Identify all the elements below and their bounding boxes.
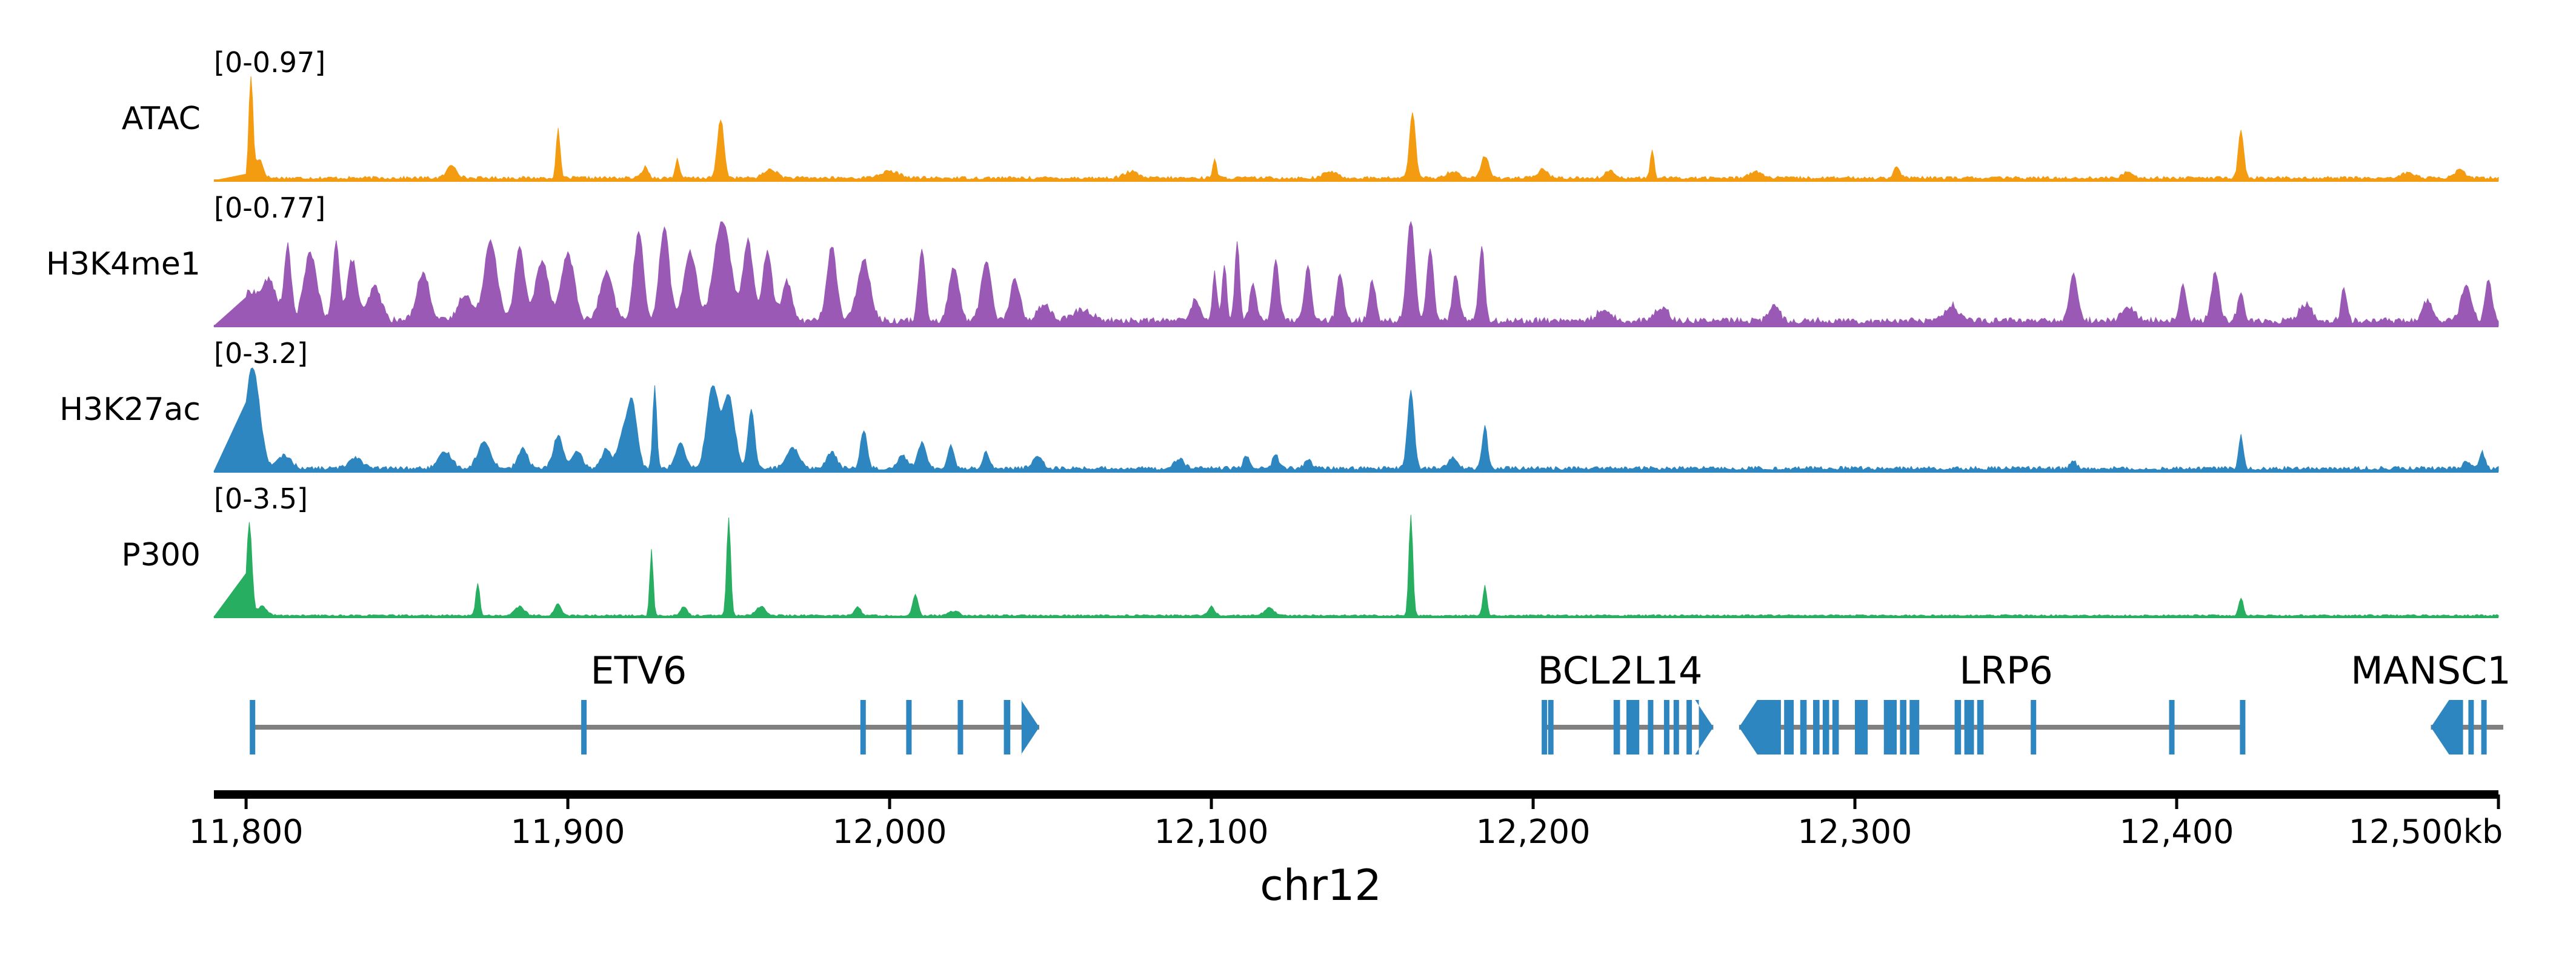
x-axis-label: chr12 — [1260, 861, 1382, 910]
signal-area-atac — [214, 76, 2498, 181]
x-tick-label: 12,500kb — [2349, 813, 2503, 851]
x-tick-label: 11,900 — [511, 813, 625, 851]
gene-bcl2l14[interactable]: BCL2L14 — [1537, 648, 1713, 754]
gene-exon — [1686, 700, 1692, 754]
x-tick-label: 12,200 — [1476, 813, 1591, 851]
track-h3k27ac: H3K27ac [0-3.2] — [59, 337, 2498, 471]
signal-area-h3k4me1 — [214, 222, 2498, 326]
gene-mansc1[interactable]: MANSC1 — [2351, 648, 2511, 754]
gene-exon — [581, 700, 587, 754]
gene-exon — [1855, 700, 1868, 754]
x-tick-label: 11,800 — [189, 813, 304, 851]
gene-exon — [250, 700, 255, 754]
gene-exon — [1626, 700, 1639, 754]
track-label: H3K27ac — [59, 391, 201, 428]
gene-exon — [1823, 700, 1829, 754]
signal-area-h3k27ac — [214, 368, 2498, 471]
gene-exon — [1832, 700, 1839, 754]
gene-exon — [1900, 700, 1906, 754]
gene-annotation-track: ETV6 BCL2L14 LRP6 MANSC1 — [250, 648, 2511, 754]
x-tick-label: 12,100 — [1154, 813, 1269, 851]
gene-exon — [1965, 700, 1974, 754]
x-tick-label: 12,000 — [833, 813, 947, 851]
gene-exon — [1813, 700, 1820, 754]
gene-exon — [1548, 700, 1554, 754]
gene-exon — [2481, 700, 2487, 754]
signal-tracks: ATAC [0-0.97] H3K4me1 [0-0.77] H3K27ac [0-3.2… — [46, 46, 2498, 617]
gene-exon — [1784, 700, 1794, 754]
gene-exon-arrow — [1021, 700, 1039, 754]
gene-exon — [2240, 700, 2245, 754]
gene-exon — [1977, 700, 1984, 754]
gene-exon-arrow — [1739, 700, 1781, 754]
gene-exon — [1884, 700, 1897, 754]
gene-exon — [1909, 700, 1919, 754]
signal-area-p300 — [214, 515, 2498, 618]
gene-exon — [1004, 700, 1011, 754]
gene-exon — [1800, 700, 1807, 754]
track-range-label: [0-0.77] — [214, 192, 325, 224]
gene-lrp6[interactable]: LRP6 — [1739, 648, 2246, 754]
track-label: P300 — [121, 537, 201, 573]
gene-label: BCL2L14 — [1537, 648, 1702, 693]
track-label: ATAC — [122, 101, 201, 137]
gene-exon — [1614, 700, 1620, 754]
x-tick-label: 12,300 — [1798, 813, 1912, 851]
gene-exon — [2031, 700, 2036, 754]
track-range-label: [0-0.97] — [214, 46, 325, 79]
gene-label: ETV6 — [590, 648, 687, 693]
track-atac: ATAC [0-0.97] — [122, 46, 2498, 181]
track-range-label: [0-3.2] — [214, 337, 308, 370]
x-tick-label: 12,400 — [2120, 813, 2234, 851]
gene-exon-arrow — [2431, 700, 2463, 754]
gene-exon — [1648, 700, 1653, 754]
track-range-label: [0-3.5] — [214, 482, 308, 515]
gene-exon — [2169, 700, 2175, 754]
gene-exon — [906, 700, 911, 754]
gene-exon — [1542, 700, 1547, 754]
x-axis-ticks: 11,800 11,900 12,000 12,100 12,200 12,300 12,4… — [189, 794, 2503, 851]
gene-exon — [1955, 700, 1962, 754]
track-label: H3K4me1 — [46, 246, 201, 282]
gene-exon — [957, 700, 963, 754]
gene-exon — [1674, 700, 1679, 754]
track-h3k4me1: H3K4me1 [0-0.77] — [46, 192, 2498, 326]
gene-label: LRP6 — [1959, 648, 2052, 693]
gene-exon — [860, 700, 866, 754]
gene-label: MANSC1 — [2351, 648, 2511, 693]
gene-exon — [1664, 700, 1669, 754]
gene-etv6[interactable]: ETV6 — [250, 648, 1039, 754]
gene-exon — [2468, 700, 2474, 754]
genomic-x-axis: 11,800 11,900 12,000 12,100 12,200 12,300 12,4… — [189, 794, 2503, 910]
track-p300: P300 [0-3.5] — [121, 482, 2498, 617]
